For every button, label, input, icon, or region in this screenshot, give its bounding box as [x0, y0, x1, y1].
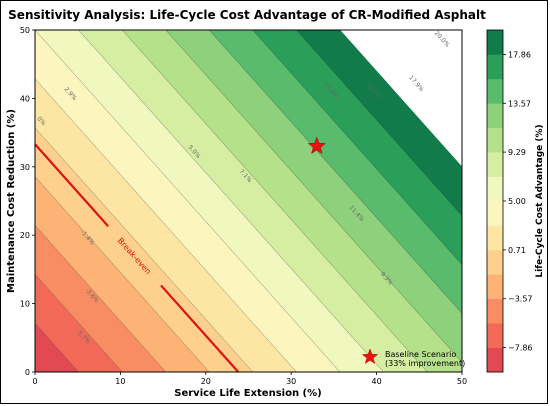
colorbar-band	[487, 274, 503, 299]
colorbar-band	[487, 323, 503, 348]
break-even-line-segment	[35, 143, 109, 227]
chart-title: Sensitivity Analysis: Life-Cycle Cost Ad…	[8, 8, 486, 22]
x-tick-label: 50	[457, 377, 467, 386]
colorbar-label: Life-Cycle Cost Advantage (%)	[535, 124, 545, 277]
y-tick-label: 0	[25, 368, 30, 377]
colorbar-band	[487, 249, 503, 275]
colorbar-band	[487, 347, 503, 373]
contour-line	[35, 176, 210, 372]
legend-star-marker	[361, 348, 379, 365]
colorbar-tick-label: 5.00	[508, 197, 526, 206]
contour-line	[35, 323, 79, 372]
legend-star	[361, 348, 379, 365]
legend-label-line1: Baseline Scenario	[385, 350, 456, 359]
legend: Baseline Scenario (33% improvement)	[361, 348, 465, 368]
colorbar-band	[487, 54, 503, 80]
contour-line	[35, 78, 297, 372]
x-tick-label: 40	[372, 377, 382, 386]
contour-line	[78, 30, 384, 372]
contour-label: 0%	[35, 115, 47, 127]
y-tick-label: 40	[20, 94, 30, 103]
colorbar-band	[487, 30, 503, 55]
colorbar-tick-label: 9.29	[508, 148, 526, 157]
baseline-scenario-star	[307, 136, 327, 155]
contour-line	[35, 225, 166, 372]
colorbar-tick-label: 13.57	[508, 99, 531, 108]
y-tick-label: 20	[20, 231, 30, 240]
colorbar-band	[487, 127, 503, 153]
baseline-layer	[307, 136, 327, 155]
contour-line	[35, 30, 341, 372]
colorbar: 17.86 13.57 9.29 5.00 0.71 −3.57 −7.86 Life-Cy…	[486, 29, 545, 373]
colorbar-tick-label: −3.57	[508, 295, 533, 304]
colorbar-tick-label: −7.86	[508, 344, 533, 353]
break-even-line-segment	[160, 284, 240, 372]
y-axis-ticks: 0 10 20 30 40 50	[20, 26, 35, 377]
colorbar-band	[487, 152, 503, 177]
x-tick-label: 10	[115, 377, 125, 386]
x-tick-label: 30	[286, 377, 296, 386]
x-axis-label: Service Life Extension (%)	[174, 388, 321, 399]
colorbar-tick-label: 17.86	[508, 50, 531, 59]
legend-label-line2: (33% improvement)	[385, 359, 465, 368]
contour-fill-layer	[35, 30, 462, 372]
contour-line	[209, 30, 462, 314]
colorbar-band	[487, 176, 503, 202]
contour-label: 20.0%	[433, 30, 451, 49]
x-tick-label: 20	[201, 377, 211, 386]
x-tick-label: 0	[32, 377, 37, 386]
contour-line	[296, 30, 462, 216]
contour-line	[122, 30, 428, 372]
contour-line-layer	[35, 30, 462, 372]
colorbar-band	[487, 201, 503, 226]
colorbar-band	[487, 298, 503, 324]
colorbar-ticks: 17.86 13.57 9.29 5.00 0.71 −3.57 −7.86	[503, 50, 533, 353]
x-axis-ticks: 0 10 20 30 40 50	[32, 372, 467, 386]
colorbar-band	[487, 225, 503, 251]
contour-line	[165, 30, 462, 363]
colorbar-bands	[487, 30, 503, 373]
contour-line	[252, 30, 462, 265]
colorbar-band	[487, 103, 503, 128]
contour-line	[35, 127, 253, 372]
y-tick-label: 30	[20, 163, 30, 172]
colorbar-band	[487, 78, 503, 104]
plot-border	[34, 29, 463, 373]
y-tick-label: 10	[20, 300, 30, 309]
colorbar-tick-label: 0.71	[508, 246, 526, 255]
contour-label: 17.9%	[407, 74, 425, 93]
plot-area: -5.7%-3.6%-1.4%0%2.9%5.0%7.1%9.3%11.4%13…	[34, 29, 463, 373]
y-axis-label: Maintenance Cost Reduction (%)	[6, 109, 17, 293]
contour-line	[35, 274, 123, 372]
y-tick-label: 50	[20, 26, 30, 35]
